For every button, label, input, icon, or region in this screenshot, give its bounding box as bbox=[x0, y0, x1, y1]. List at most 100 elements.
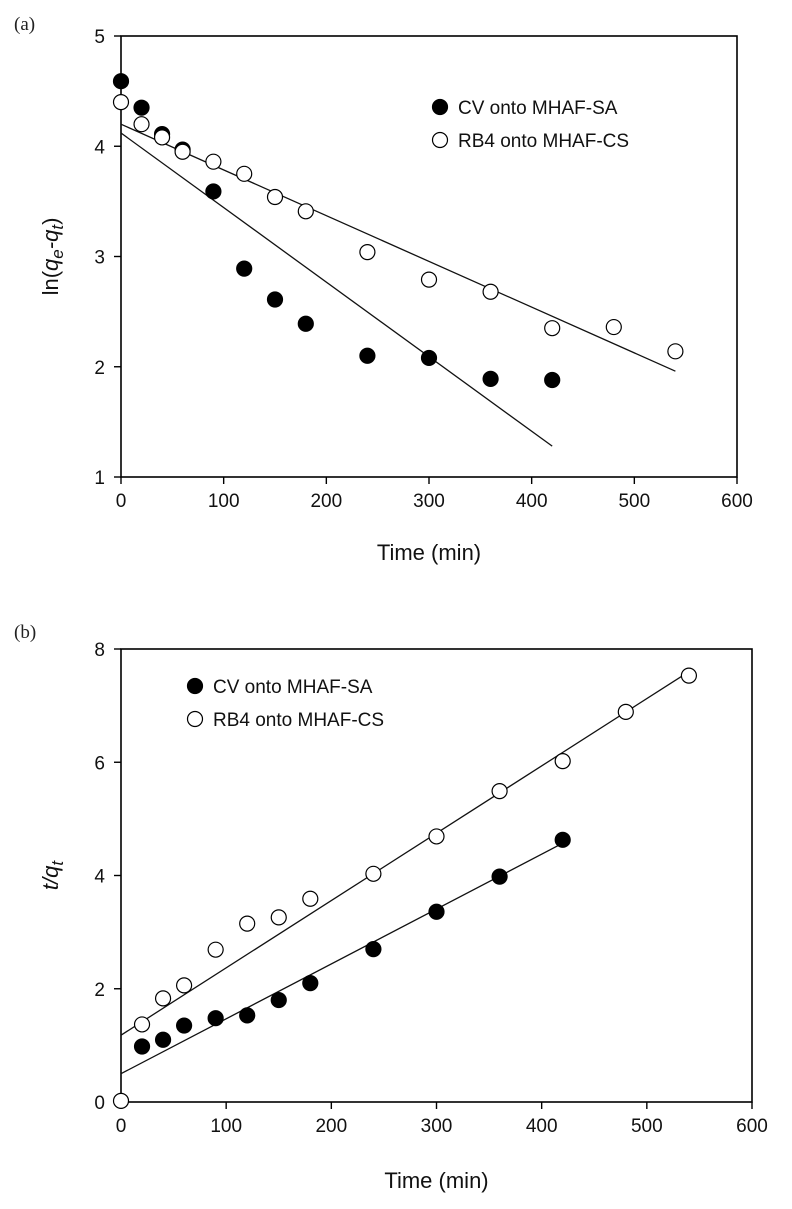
y-axis-label-part: t bbox=[48, 860, 67, 866]
legend-marker-open bbox=[186, 710, 204, 728]
x-axis-label: Time (min) bbox=[377, 540, 481, 565]
x-tick-label: 100 bbox=[210, 1116, 242, 1137]
fit-line-cv bbox=[120, 842, 564, 1075]
y-axis-label-part: ln( bbox=[38, 270, 63, 295]
y-tick-label: 2 bbox=[94, 358, 105, 379]
data-point-cv bbox=[302, 974, 319, 992]
data-point-rb4 bbox=[491, 783, 508, 800]
data-point-cv bbox=[112, 73, 130, 90]
y-axis-label-part: q bbox=[38, 258, 63, 271]
data-point-rb4 bbox=[365, 865, 382, 882]
legend-label: CV onto MHAF-SA bbox=[213, 677, 373, 698]
data-point-cv bbox=[133, 99, 150, 116]
data-point-rb4 bbox=[153, 129, 171, 146]
panel-b-label: (b) bbox=[14, 622, 37, 643]
data-point-cv bbox=[154, 1031, 172, 1048]
x-tick-label: 300 bbox=[421, 1116, 453, 1137]
x-tick-label: 300 bbox=[413, 491, 445, 512]
data-point-rb4 bbox=[133, 1016, 151, 1033]
y-axis-label-part: q bbox=[38, 229, 63, 242]
data-point-cv bbox=[176, 1017, 193, 1034]
data-point-rb4 bbox=[680, 667, 698, 684]
legend-label: CV onto MHAF-SA bbox=[458, 98, 618, 119]
data-point-cv bbox=[297, 315, 314, 332]
legend-marker-filled bbox=[431, 98, 449, 116]
legend-marker-open bbox=[431, 131, 449, 149]
y-axis-label-part: / bbox=[38, 876, 63, 886]
y-axis-label-part: ) bbox=[38, 218, 63, 225]
y-tick-label: 2 bbox=[94, 980, 105, 1001]
data-point-cv bbox=[239, 1007, 256, 1024]
data-point-rb4 bbox=[617, 703, 634, 720]
data-point-rb4 bbox=[297, 203, 314, 220]
y-axis-label: t/qt bbox=[38, 860, 67, 891]
data-point-rb4 bbox=[302, 890, 319, 907]
y-axis-label-part: t bbox=[38, 883, 63, 890]
data-point-cv bbox=[482, 370, 499, 387]
data-point-rb4 bbox=[482, 283, 499, 300]
data-point-rb4 bbox=[236, 165, 253, 182]
x-tick-label: 400 bbox=[526, 1116, 558, 1137]
data-point-rb4 bbox=[544, 320, 561, 337]
plot-frame bbox=[120, 35, 738, 478]
y-tick-label: 4 bbox=[94, 137, 105, 158]
x-tick-label: 600 bbox=[721, 491, 753, 512]
data-point-rb4 bbox=[207, 941, 224, 958]
x-axis-label: Time (min) bbox=[384, 1168, 488, 1193]
panel-a-label: (a) bbox=[14, 14, 36, 35]
fit-line-rb4 bbox=[120, 671, 690, 1036]
data-point-cv bbox=[359, 347, 376, 364]
x-tick-label: 200 bbox=[310, 491, 342, 512]
data-point-cv bbox=[270, 991, 287, 1009]
x-tick-label: 100 bbox=[208, 491, 240, 512]
y-tick-label: 4 bbox=[94, 867, 105, 888]
y-tick-label: 8 bbox=[94, 640, 105, 661]
data-point-rb4 bbox=[428, 828, 445, 845]
data-point-rb4 bbox=[605, 318, 622, 336]
data-point-rb4 bbox=[112, 1092, 130, 1109]
data-point-rb4 bbox=[554, 753, 571, 770]
y-axis-label-part: t bbox=[48, 224, 67, 230]
y-tick-label: 5 bbox=[94, 27, 105, 48]
data-point-cv bbox=[133, 1038, 151, 1055]
data-point-rb4 bbox=[667, 343, 684, 360]
data-point-rb4 bbox=[112, 94, 130, 111]
data-point-cv bbox=[428, 903, 445, 920]
data-point-rb4 bbox=[239, 915, 256, 932]
data-point-rb4 bbox=[154, 990, 172, 1007]
y-axis-label-part: - bbox=[38, 242, 63, 249]
y-axis-label-part: e bbox=[48, 249, 67, 258]
data-point-cv bbox=[207, 1010, 224, 1027]
data-point-rb4 bbox=[205, 153, 222, 170]
x-tick-label: 200 bbox=[315, 1116, 347, 1137]
x-tick-label: 600 bbox=[736, 1116, 768, 1137]
data-point-cv bbox=[365, 941, 382, 958]
x-tick-label: 0 bbox=[116, 1116, 127, 1137]
y-axis-label: ln(qe-qt) bbox=[38, 218, 67, 296]
data-point-rb4 bbox=[420, 271, 438, 288]
x-tick-label: 500 bbox=[618, 491, 650, 512]
data-point-cv bbox=[491, 868, 508, 885]
data-point-cv bbox=[420, 349, 438, 367]
legend-label: RB4 onto MHAF-CS bbox=[458, 131, 629, 152]
legend-label: RB4 onto MHAF-CS bbox=[213, 710, 384, 731]
data-point-cv bbox=[554, 831, 571, 848]
data-point-rb4 bbox=[174, 143, 191, 160]
x-tick-label: 500 bbox=[631, 1116, 663, 1137]
data-point-rb4 bbox=[176, 977, 193, 994]
data-point-cv bbox=[205, 183, 222, 200]
y-axis-label-part: q bbox=[38, 865, 63, 878]
data-point-rb4 bbox=[133, 116, 150, 133]
y-tick-label: 0 bbox=[94, 1093, 105, 1114]
data-point-rb4 bbox=[266, 188, 284, 206]
legend-marker-filled bbox=[186, 677, 204, 695]
data-point-rb4 bbox=[270, 909, 287, 926]
y-tick-label: 3 bbox=[94, 248, 105, 269]
data-point-cv bbox=[544, 371, 561, 389]
y-tick-label: 1 bbox=[94, 468, 105, 489]
x-tick-label: 0 bbox=[116, 491, 127, 512]
data-point-rb4 bbox=[359, 243, 376, 261]
